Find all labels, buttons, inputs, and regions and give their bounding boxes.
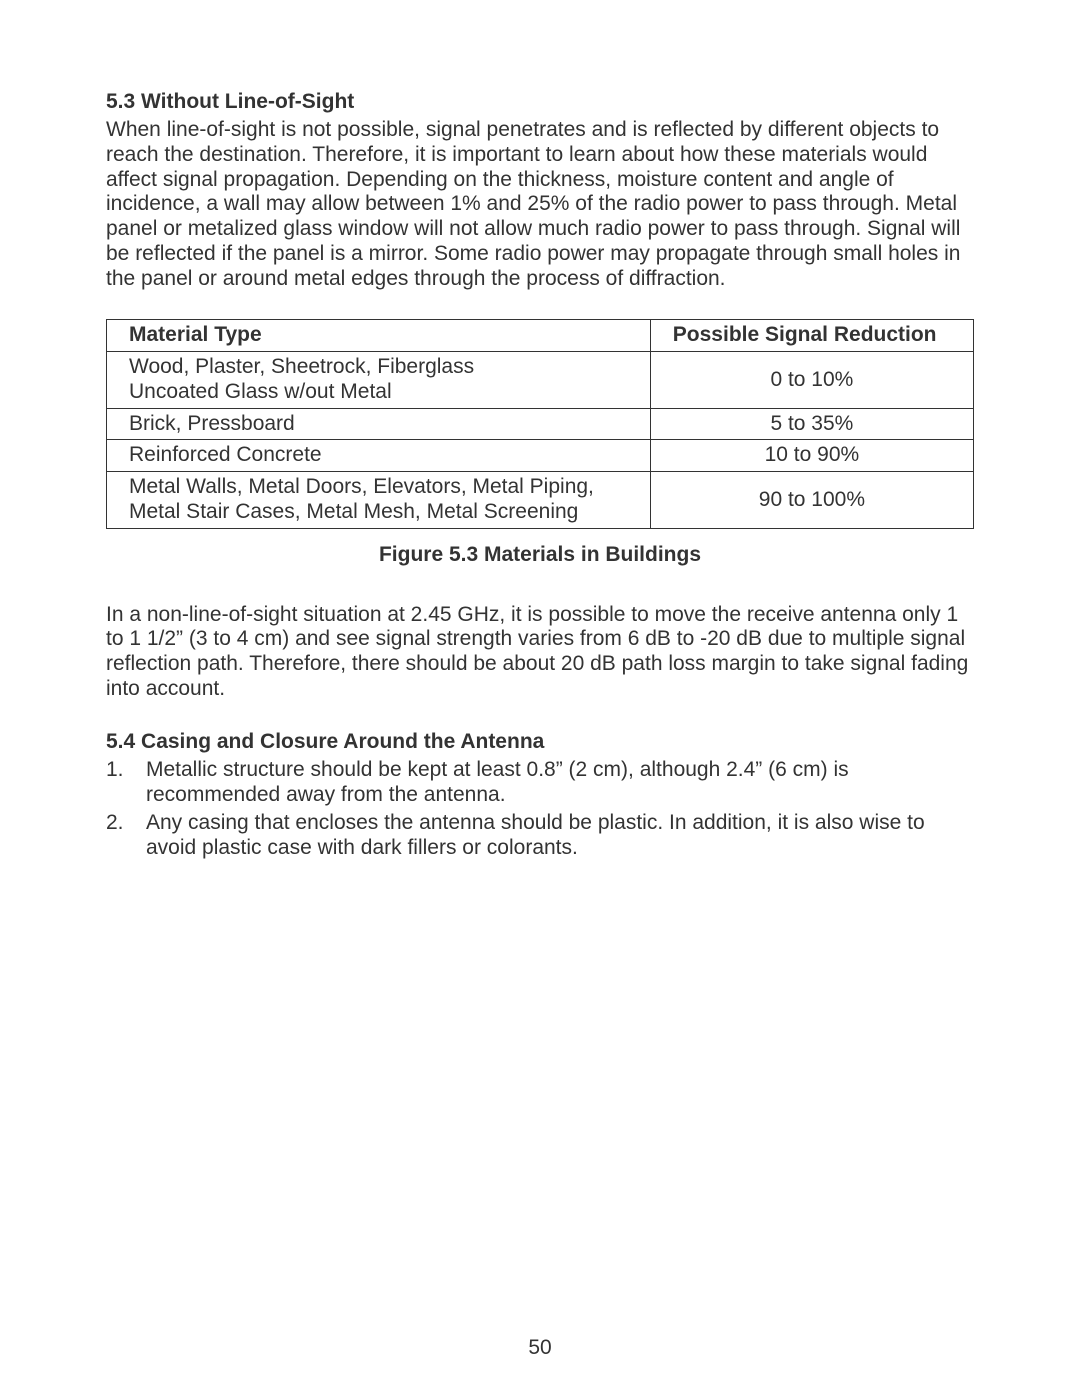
material-line: Metal Stair Cases, Metal Mesh, Metal Scr…	[129, 500, 578, 523]
list-item-number: 1.	[106, 758, 146, 808]
table-cell-material: Metal Walls, Metal Doors, Elevators, Met…	[107, 472, 651, 529]
table-cell-reduction: 90 to 100%	[650, 472, 973, 529]
table-row: Reinforced Concrete 10 to 90%	[107, 440, 974, 472]
table-row: Wood, Plaster, Sheetrock, Fiberglass Unc…	[107, 352, 974, 409]
list-item-text: Metallic structure should be kept at lea…	[146, 758, 974, 808]
material-line: Metal Walls, Metal Doors, Elevators, Met…	[129, 475, 594, 498]
table-cell-reduction: 10 to 90%	[650, 440, 973, 472]
section-5-4-heading: 5.4 Casing and Closure Around the Antenn…	[106, 730, 974, 754]
figure-caption: Figure 5.3 Materials in Buildings	[106, 543, 974, 567]
table-row: Metal Walls, Metal Doors, Elevators, Met…	[107, 472, 974, 529]
table-header-reduction: Possible Signal Reduction	[650, 320, 973, 352]
material-line: Wood, Plaster, Sheetrock, Fiberglass	[129, 355, 474, 378]
table-header-material: Material Type	[107, 320, 651, 352]
table-row: Brick, Pressboard 5 to 35%	[107, 408, 974, 440]
section-5-3-heading: 5.3 Without Line-of-Sight	[106, 90, 974, 114]
table-cell-reduction: 5 to 35%	[650, 408, 973, 440]
list-item: 1. Metallic structure should be kept at …	[106, 758, 974, 808]
table-cell-reduction: 0 to 10%	[650, 352, 973, 409]
paragraph-after-table: In a non-line-of-sight situation at 2.45…	[106, 603, 974, 702]
table-cell-material: Brick, Pressboard	[107, 408, 651, 440]
section-5-3-body: When line-of-sight is not possible, sign…	[106, 118, 974, 291]
materials-table: Material Type Possible Signal Reduction …	[106, 319, 974, 528]
list-item: 2. Any casing that encloses the antenna …	[106, 811, 974, 861]
table-header-row: Material Type Possible Signal Reduction	[107, 320, 974, 352]
section-5-4-list: 1. Metallic structure should be kept at …	[106, 758, 974, 861]
material-line: Uncoated Glass w/out Metal	[129, 380, 392, 403]
page-number: 50	[0, 1336, 1080, 1360]
table-cell-material: Wood, Plaster, Sheetrock, Fiberglass Unc…	[107, 352, 651, 409]
list-item-text: Any casing that encloses the antenna sho…	[146, 811, 974, 861]
document-page: 5.3 Without Line-of-Sight When line-of-s…	[0, 0, 1080, 1400]
table-cell-material: Reinforced Concrete	[107, 440, 651, 472]
list-item-number: 2.	[106, 811, 146, 861]
